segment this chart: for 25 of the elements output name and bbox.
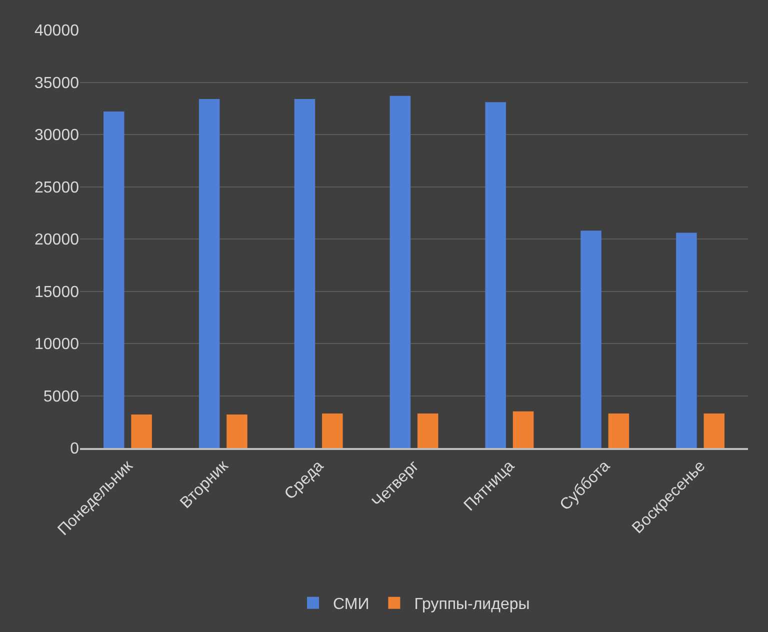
- bar: [580, 230, 602, 448]
- y-tick-label: 40000: [34, 22, 80, 40]
- y-tick-label: 25000: [34, 179, 80, 196]
- bar: [294, 98, 316, 448]
- bar: [198, 98, 220, 448]
- y-tick-label: 10000: [34, 336, 80, 354]
- y-tick-label: 0: [70, 440, 80, 458]
- y-tick-label: 5000: [43, 388, 80, 406]
- bar: [608, 414, 630, 448]
- bar: [131, 414, 152, 448]
- bar: [390, 96, 411, 448]
- legend-label: СМИ: [333, 596, 370, 614]
- y-tick-label: 15000: [34, 284, 80, 301]
- legend-label: Группы-лидеры: [414, 596, 530, 614]
- y-tick-label: 35000: [34, 74, 80, 92]
- bar: [676, 232, 697, 448]
- bar: [485, 102, 506, 448]
- bar: [322, 414, 343, 448]
- bar: [704, 414, 724, 448]
- bar: [417, 414, 438, 448]
- bar: [226, 414, 248, 448]
- y-tick-label: 30000: [34, 127, 80, 144]
- bar: [104, 112, 124, 448]
- y-tick-label: 20000: [34, 232, 80, 249]
- bar: [512, 411, 534, 448]
